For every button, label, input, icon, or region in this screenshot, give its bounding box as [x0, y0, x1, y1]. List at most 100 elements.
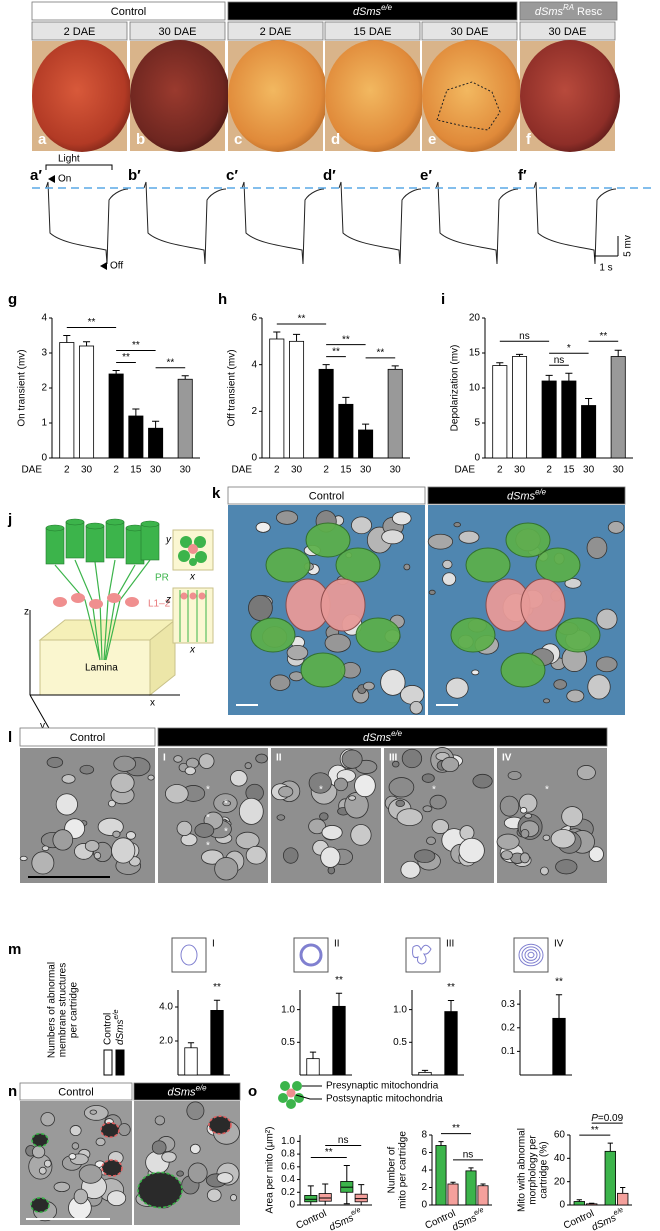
bar — [561, 380, 577, 459]
panel-letter: b′ — [128, 167, 141, 184]
texture — [540, 866, 549, 876]
texture — [429, 794, 447, 810]
error-bar — [496, 362, 504, 366]
significance-label: ** — [555, 976, 563, 987]
significance-label: P=0.09 — [591, 1113, 623, 1124]
error-bar — [213, 999, 221, 1011]
text-part: e/e — [535, 488, 547, 497]
y-tick-label: 0.2 — [281, 1187, 295, 1198]
mito-outline — [100, 1122, 120, 1139]
texture — [187, 1162, 208, 1184]
axes-3d — [29, 610, 180, 731]
error-bar — [589, 1202, 595, 1204]
lamina-label: Lamina — [85, 663, 118, 674]
y-tick-label: 0 — [474, 453, 480, 464]
texture — [507, 770, 522, 780]
icon-box — [171, 937, 207, 973]
texture — [421, 773, 435, 783]
degeneration-outline — [436, 81, 501, 131]
texture — [276, 814, 286, 821]
y-tick-label: 5 — [474, 418, 480, 429]
icon — [412, 944, 432, 965]
mito-outline — [101, 1159, 123, 1177]
y-tick-label: 4.0 — [159, 1002, 173, 1013]
texture — [524, 813, 533, 819]
text-part: P — [591, 1113, 598, 1124]
y-tick-label: 0 — [559, 1200, 565, 1211]
texture — [458, 837, 485, 864]
error-bar — [335, 992, 343, 1007]
y-tick-label: 0 — [251, 453, 257, 464]
error-bar — [620, 1187, 626, 1194]
y-tick-label: 0 — [421, 1200, 427, 1211]
texture — [588, 846, 604, 863]
legend-swatch — [115, 1049, 125, 1076]
x-axis-label: DAE — [21, 465, 42, 476]
significance-label: ** — [591, 1125, 599, 1136]
texture — [206, 1188, 222, 1202]
bar — [318, 368, 334, 459]
erg-trace — [435, 181, 519, 265]
x-tick-label: 30 — [613, 465, 625, 476]
y-tick-label: 0.5 — [393, 1037, 407, 1048]
y-tick-label: 4 — [421, 1165, 427, 1176]
bar — [604, 1150, 616, 1206]
x-tick-label: 15 — [130, 465, 142, 476]
header-label: Control — [70, 732, 105, 744]
texture — [73, 1188, 89, 1205]
light-bar — [45, 164, 113, 170]
y-tick-label: 1.0 — [393, 1004, 407, 1015]
texture — [55, 793, 78, 816]
off-label: Off — [110, 261, 123, 272]
pr-label: PR — [155, 573, 169, 584]
photoreceptor — [305, 522, 351, 558]
x-axis-label: DAE — [454, 465, 475, 476]
legend-icon — [278, 1093, 288, 1103]
texture — [53, 1181, 70, 1193]
texture — [89, 1109, 98, 1115]
texture — [587, 674, 611, 700]
texture — [341, 749, 363, 769]
subpanel-label: III — [446, 939, 454, 950]
texture — [61, 774, 76, 784]
error-bar — [450, 1181, 456, 1184]
header-label: Control — [58, 1086, 93, 1098]
texture — [542, 834, 551, 841]
marker: * — [224, 799, 228, 810]
bar — [552, 1017, 566, 1076]
error-bar — [391, 365, 399, 370]
texture — [278, 785, 294, 798]
texture — [561, 806, 584, 827]
y-tick-label: 0 — [289, 1200, 295, 1211]
header-box — [324, 21, 421, 41]
texture — [607, 521, 625, 534]
header-box — [129, 21, 226, 41]
header-label: 2 DAE — [260, 26, 292, 38]
y-tick-label: 40 — [554, 1153, 566, 1164]
header-label: dSmse/e — [167, 1084, 207, 1099]
lamina-neuron — [320, 578, 366, 632]
texture — [214, 857, 239, 881]
x-tick-label: 30 — [390, 465, 402, 476]
y-tick-label: 6 — [251, 313, 257, 324]
erg-trace — [338, 181, 422, 265]
panel-letter: a — [38, 131, 47, 148]
texture — [154, 1115, 166, 1126]
eye — [228, 40, 328, 152]
subpanel-label: IV — [554, 939, 564, 950]
texture — [276, 510, 299, 525]
y-tick-label: 0.8 — [281, 1149, 295, 1160]
texture — [519, 807, 528, 814]
x-tick-label: 30 — [360, 465, 372, 476]
text-part: dSms — [353, 6, 382, 18]
x-axis-label: DAE — [231, 465, 252, 476]
mito-outline — [208, 1115, 232, 1135]
text-part: =0.09 — [598, 1113, 624, 1124]
header-label: dSmsRA Resc — [535, 3, 603, 18]
texture — [216, 1172, 234, 1184]
texture — [431, 819, 449, 834]
header-label: Control — [111, 6, 146, 18]
significance-label: ** — [132, 340, 140, 351]
texture — [351, 516, 373, 535]
texture — [189, 1143, 201, 1154]
